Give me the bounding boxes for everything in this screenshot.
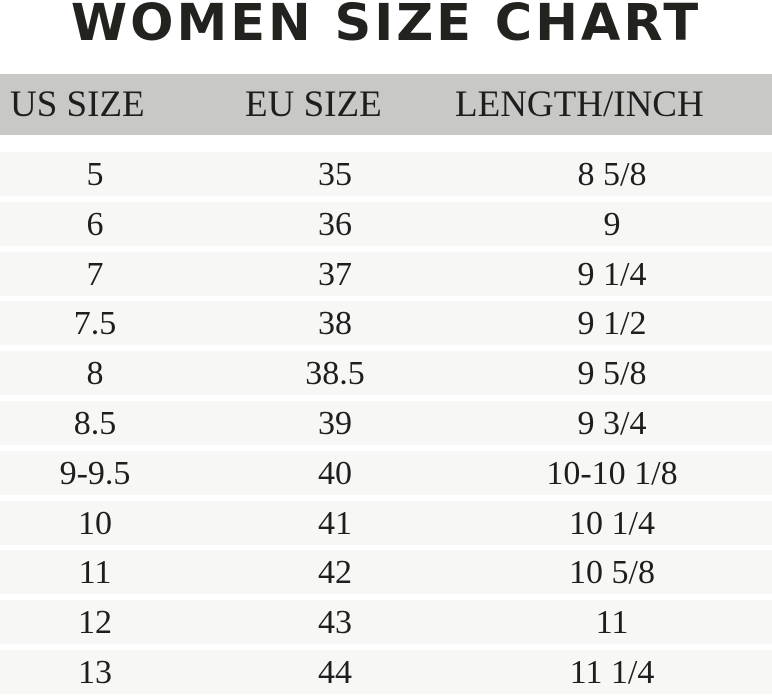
table-row: 8.5 39 9 3/4 xyxy=(0,401,772,445)
column-header-us-size: US SIZE xyxy=(10,84,145,125)
cell-eu-size: 35 xyxy=(318,156,352,193)
table-row: 9-9.5 40 10-10 1/8 xyxy=(0,450,772,495)
table-row: 8 38.5 9 5/8 xyxy=(0,351,772,396)
cell-eu-size: 36 xyxy=(318,205,352,243)
table-row: 6 36 9 xyxy=(0,201,772,246)
cell-length: 9 1/2 xyxy=(577,305,647,343)
cell-eu-size: 39 xyxy=(318,405,352,442)
cell-length: 9 1/4 xyxy=(577,255,647,293)
table-header: US SIZE EU SIZE LENGTH/INCH xyxy=(0,74,772,135)
cell-length: 9 xyxy=(603,205,621,243)
cell-us-size: 7 xyxy=(86,255,104,293)
table-row: 7 37 9 1/4 xyxy=(0,251,772,296)
cell-us-size: 7.5 xyxy=(73,305,117,343)
cell-eu-size: 40 xyxy=(318,454,352,492)
cell-us-size: 8 xyxy=(86,355,104,393)
cell-length: 10 1/4 xyxy=(569,504,655,542)
cell-length: 11 1/4 xyxy=(569,654,655,691)
column-header-length: LENGTH/INCH xyxy=(455,84,704,125)
table-row: 13 44 11 1/4 xyxy=(0,650,772,694)
cell-eu-size: 38 xyxy=(318,305,352,343)
page-title: WOMEN SIZE CHART xyxy=(70,0,702,53)
cell-length: 9 3/4 xyxy=(577,405,647,442)
cell-us-size: 12 xyxy=(78,604,112,642)
cell-eu-size: 43 xyxy=(318,604,352,642)
cell-eu-size: 41 xyxy=(318,504,352,542)
table-row: 7.5 38 9 1/2 xyxy=(0,301,772,346)
cell-eu-size: 37 xyxy=(318,255,352,293)
cell-us-size: 10 xyxy=(78,504,112,542)
cell-us-size: 6 xyxy=(86,205,104,243)
cell-length: 9 5/8 xyxy=(577,355,647,393)
cell-eu-size: 44 xyxy=(318,654,352,691)
cell-us-size: 9-9.5 xyxy=(59,454,131,492)
cell-length: 10 5/8 xyxy=(569,554,655,592)
table-row: 12 43 11 xyxy=(0,600,772,645)
cell-eu-size: 38.5 xyxy=(305,355,365,393)
cell-length: 10-10 1/8 xyxy=(546,454,678,492)
table-row: 10 41 10 1/4 xyxy=(0,500,772,545)
cell-us-size: 13 xyxy=(78,654,112,691)
cell-eu-size: 42 xyxy=(318,554,352,592)
table-row: 5 35 8 5/8 xyxy=(0,152,772,196)
cell-us-size: 8.5 xyxy=(73,405,117,442)
cell-length: 11 xyxy=(595,604,629,642)
cell-us-size: 5 xyxy=(86,156,104,193)
cell-us-size: 11 xyxy=(78,554,112,592)
table-row: 11 42 10 5/8 xyxy=(0,550,772,595)
column-header-eu-size: EU SIZE xyxy=(245,84,382,125)
cell-length: 8 5/8 xyxy=(577,156,647,193)
